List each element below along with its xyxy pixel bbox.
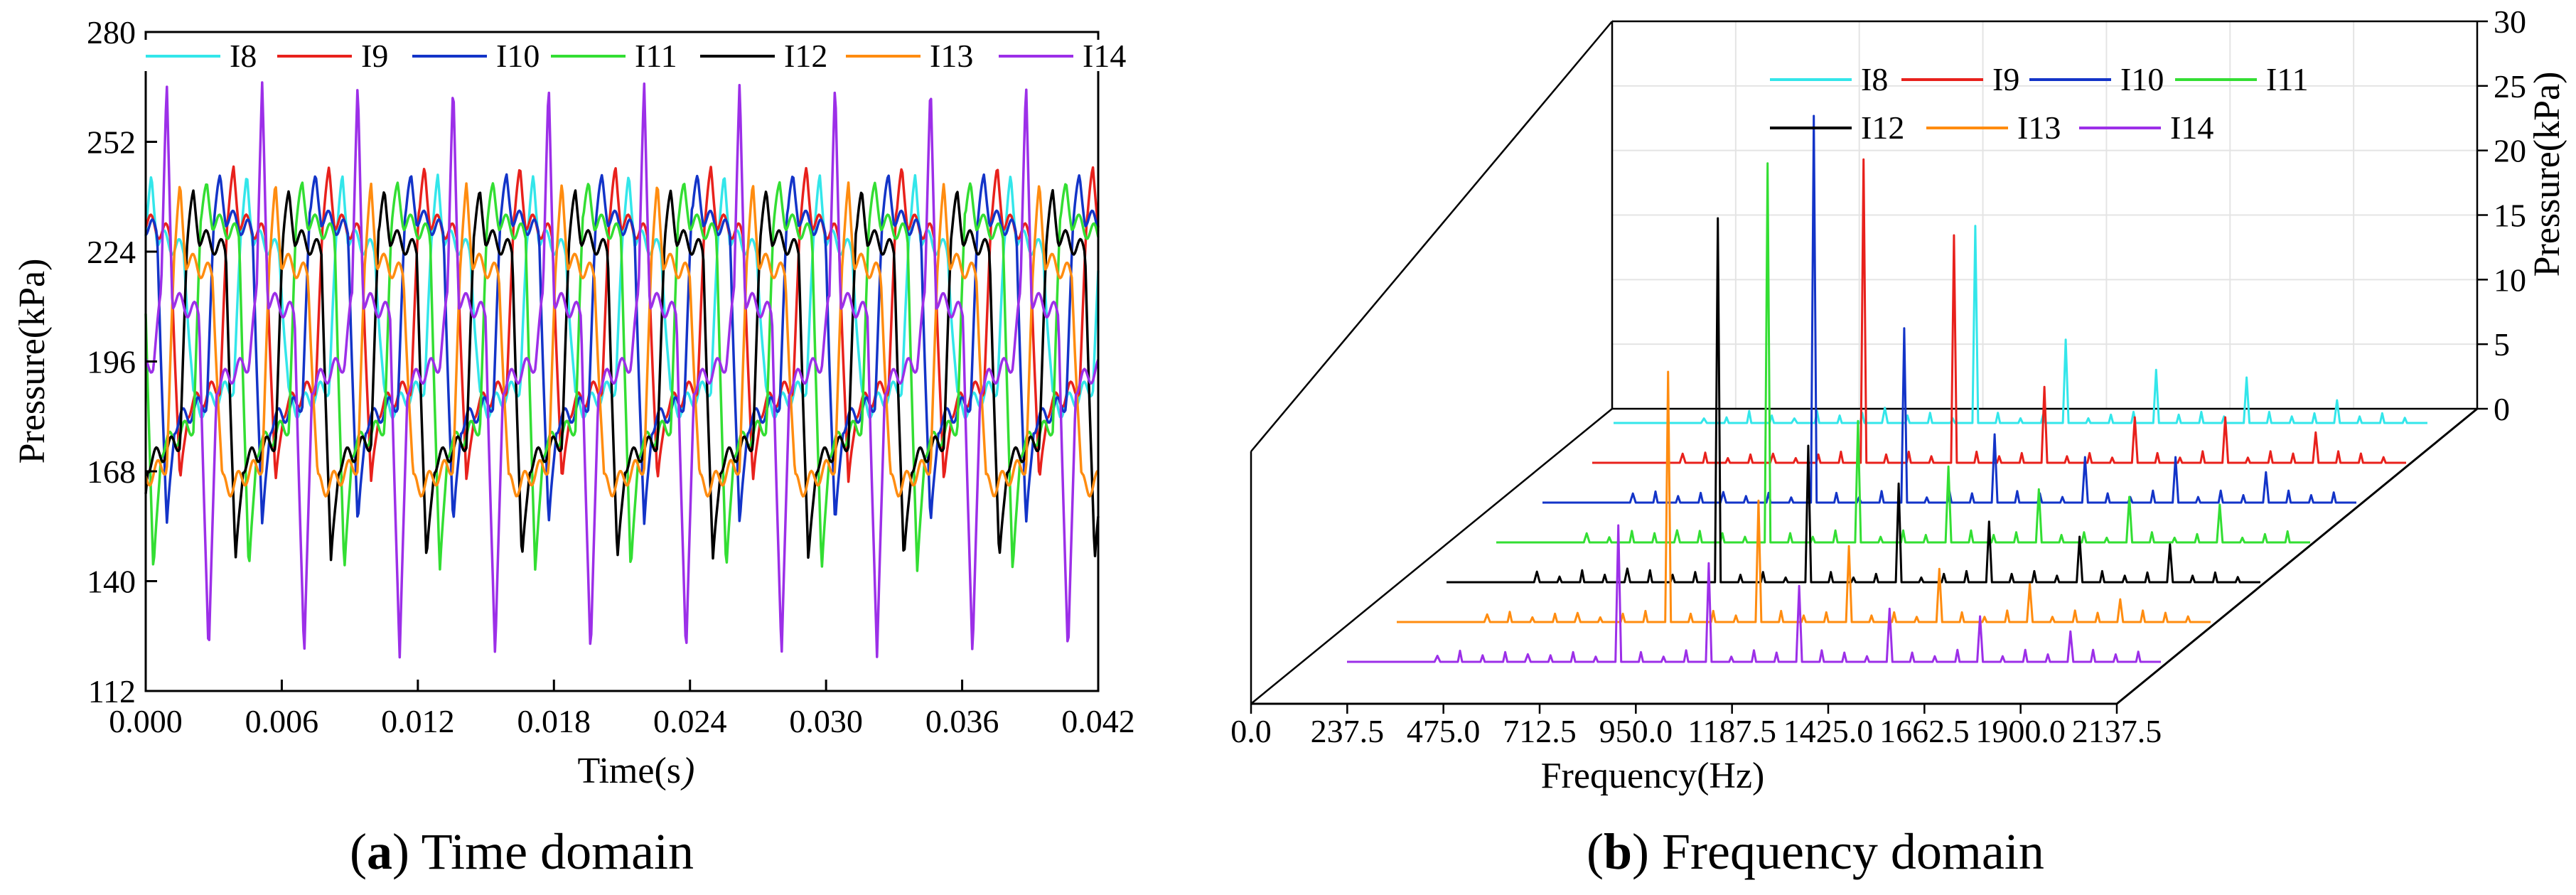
time-y-tick-label: 224 — [87, 234, 136, 270]
legend-label-i9: I9 — [361, 38, 388, 74]
time-x-tick-label: 0.000 — [109, 703, 183, 739]
time-x-tick-label: 0.006 — [245, 703, 319, 739]
time-x-axis-label-tail: ) — [680, 751, 694, 791]
time-series-i14 — [144, 81, 1100, 659]
time-y-axis-label: Pressure(kPa) — [12, 259, 53, 464]
time-y-tick-label: 252 — [87, 124, 136, 161]
frequency-x-tick-label: 950.0 — [1599, 713, 1673, 749]
time-series-lines — [144, 81, 1100, 659]
time-x-tick-label: 0.030 — [789, 703, 863, 739]
time-y-tick-label: 140 — [87, 564, 136, 600]
legend-label-i9: I9 — [1992, 61, 2019, 97]
legend-label-i13: I13 — [2017, 109, 2061, 146]
spectrum-i10 — [1542, 114, 2356, 504]
time-y-tick-label: 112 — [88, 673, 136, 709]
svg-text:(b) Frequency domain: (b) Frequency domain — [1587, 823, 2044, 880]
frequency-z-tick-label: 5 — [2494, 326, 2510, 363]
spectrum-i14 — [1347, 524, 2161, 663]
time-series-i9 — [144, 165, 1100, 483]
time-y-tick-label: 168 — [87, 454, 136, 490]
caption-a-text: Time domain — [422, 823, 694, 880]
time-series-i10 — [144, 173, 1100, 525]
frequency-x-axis-label: Frequency(Hz) — [1541, 756, 1765, 796]
frequency-z-tick-label: 30 — [2494, 4, 2526, 40]
spectrum-i9 — [1592, 158, 2406, 464]
time-x-tick-label: 0.036 — [925, 703, 999, 739]
frequency-z-tick-label: 20 — [2494, 133, 2526, 169]
time-series-i12 — [144, 188, 1100, 562]
time-x-tick-label: 0.012 — [381, 703, 455, 739]
spectrum-i12 — [1447, 217, 2260, 584]
time-series-i13 — [144, 181, 1099, 498]
frequency-x-tick-label: 1662.5 — [1879, 713, 1970, 749]
caption-a: (a) Time domain — [350, 823, 694, 880]
caption-b-letter: b — [1604, 823, 1632, 880]
frequency-x-tick-label: 475.0 — [1407, 713, 1481, 749]
frequency-legend: I8 I9 I10 I11 I12 I13 I14 — [1770, 61, 2309, 146]
waterfall-side-wall — [1250, 19, 1613, 706]
frequency-z-tick-label: 25 — [2494, 68, 2526, 104]
legend-label-i14: I14 — [1083, 38, 1126, 74]
legend-label-i12: I12 — [1861, 109, 1904, 146]
caption-b: (b) Frequency domain — [1587, 823, 2044, 880]
time-legend: I8 I9 I10 I11 I12 I13 I14 — [144, 38, 1139, 74]
spectrum-lines — [1347, 114, 2427, 663]
legend-label-i10: I10 — [496, 38, 540, 74]
waterfall-box-edge — [1250, 21, 1613, 452]
waterfall-box-edge — [1250, 408, 1613, 704]
frequency-z-axis-label: Pressure(kPa) — [2527, 72, 2567, 277]
spectrum-i13 — [1397, 370, 2211, 623]
frequency-x-tick-label: 1425.0 — [1783, 713, 1874, 749]
frequency-domain-panel: 0.0 237.5 475.0 712.5 950.0 1187.5 1425.0 1662.… — [1230, 4, 2567, 796]
frequency-x-tick-label: 0.0 — [1230, 713, 1272, 749]
legend-label-i12: I12 — [784, 38, 827, 74]
legend-label-i8: I8 — [1861, 61, 1888, 97]
frequency-axis-ticks: 0.0 237.5 475.0 712.5 950.0 1187.5 1425.0 1662.… — [1230, 4, 2526, 749]
caption-a-letter: a — [367, 823, 392, 880]
legend-label-i13: I13 — [930, 38, 973, 74]
frequency-z-tick-label: 10 — [2494, 262, 2526, 298]
time-domain-panel: 0.000 0.006 0.012 0.018 0.024 0.030 0.036 0.042… — [12, 14, 1139, 791]
frequency-z-tick-label: 15 — [2494, 198, 2526, 234]
time-x-tick-label: 0.018 — [517, 703, 591, 739]
frequency-x-tick-label: 1900.0 — [1975, 713, 2066, 749]
time-y-tick-label: 196 — [87, 344, 136, 380]
time-y-tick-label: 280 — [87, 14, 136, 50]
frequency-x-tick-label: 712.5 — [1503, 713, 1577, 749]
legend-label-i11: I11 — [635, 38, 677, 74]
legend-label-i8: I8 — [230, 38, 257, 74]
frequency-x-tick-label: 2137.5 — [2072, 713, 2162, 749]
caption-b-text: Frequency domain — [1662, 823, 2044, 880]
frequency-x-tick-label: 1187.5 — [1687, 713, 1776, 749]
spectrum-i11 — [1496, 162, 2310, 544]
time-axis-ticks: 0.000 0.006 0.012 0.018 0.024 0.030 0.036 0.042… — [87, 14, 1135, 739]
frequency-z-tick-label: 0 — [2494, 391, 2510, 427]
time-x-axis-label: Time(s — [578, 751, 681, 791]
time-x-tick-label: 0.042 — [1061, 703, 1135, 739]
legend-label-i10: I10 — [2120, 61, 2164, 97]
time-x-tick-label: 0.024 — [653, 703, 727, 739]
frequency-x-tick-label: 237.5 — [1311, 713, 1385, 749]
svg-text:(a) Time domain: (a) Time domain — [350, 823, 694, 880]
legend-label-i14: I14 — [2170, 109, 2213, 146]
legend-label-i11: I11 — [2266, 61, 2309, 97]
